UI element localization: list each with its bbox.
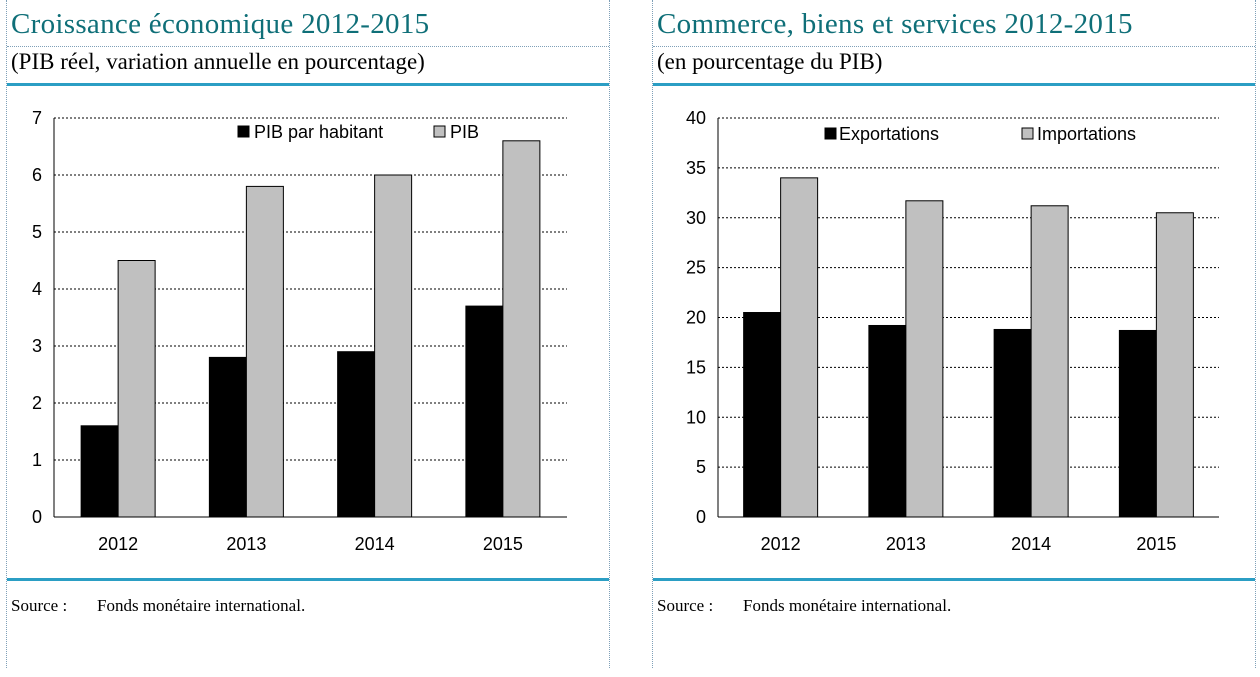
bottom-rule bbox=[7, 578, 609, 581]
bar-pib-par-habitant-2014 bbox=[337, 351, 376, 518]
x-tick-label: 2012 bbox=[761, 534, 801, 554]
legend-label: PIB par habitant bbox=[254, 122, 383, 142]
divider bbox=[653, 46, 1255, 47]
legend-swatch bbox=[237, 125, 250, 138]
bar-pib-2012 bbox=[117, 260, 156, 518]
bar-pib-2014 bbox=[374, 174, 413, 518]
chart-panel-trade: Commerce, biens et services 2012-2015 (e… bbox=[652, 0, 1256, 668]
y-tick-label: 20 bbox=[686, 308, 706, 328]
y-tick-label: 7 bbox=[32, 108, 42, 128]
source-text: Fonds monétaire international. bbox=[97, 596, 306, 615]
y-tick-label: 15 bbox=[686, 357, 706, 377]
chart-subtitle: (PIB réel, variation annuelle en pourcen… bbox=[11, 49, 425, 74]
y-tick-label: 3 bbox=[32, 336, 42, 356]
y-tick-label: 1 bbox=[32, 450, 42, 470]
bar-exportations-2012 bbox=[743, 312, 782, 518]
y-tick-label: 5 bbox=[32, 222, 42, 242]
x-tick-label: 2013 bbox=[226, 534, 266, 554]
legend-swatch bbox=[824, 127, 837, 140]
bar-chart-growth: 0 1 2 3 4 5 6 7 2012 2013 2014 2015 PIB par habitant… bbox=[32, 108, 567, 554]
divider bbox=[7, 46, 609, 47]
bar-pib-2015 bbox=[502, 140, 541, 518]
bar-exportations-2013 bbox=[868, 324, 907, 518]
bar-exportations-2015 bbox=[1118, 329, 1157, 518]
y-tick-label: 40 bbox=[686, 108, 706, 128]
y-tick-label: 2 bbox=[32, 393, 42, 413]
y-tick-label: 4 bbox=[32, 279, 42, 299]
x-tick-label: 2014 bbox=[355, 534, 395, 554]
source-text: Fonds monétaire international. bbox=[743, 596, 952, 615]
source-note: Source : Fonds monétaire international. bbox=[11, 596, 305, 616]
top-rule bbox=[7, 83, 609, 86]
chart-title: Croissance économique 2012-2015 bbox=[11, 8, 430, 40]
source-label: Source : bbox=[11, 596, 68, 615]
x-tick-label: 2015 bbox=[483, 534, 523, 554]
y-tick-label: 25 bbox=[686, 258, 706, 278]
legend-swatch bbox=[433, 125, 446, 138]
y-tick-label: 10 bbox=[686, 407, 706, 427]
bar-pib-par-habitant-2013 bbox=[208, 356, 247, 518]
top-rule bbox=[653, 83, 1255, 86]
chart-subtitle: (en pourcentage du PIB) bbox=[657, 49, 883, 74]
bar-exportations-2014 bbox=[993, 328, 1032, 518]
y-tick-label: 30 bbox=[686, 208, 706, 228]
x-tick-label: 2014 bbox=[1011, 534, 1051, 554]
y-tick-label: 5 bbox=[696, 457, 706, 477]
x-tick-label: 2013 bbox=[886, 534, 926, 554]
y-tick-label: 0 bbox=[696, 507, 706, 527]
bar-pib-par-habitant-2012 bbox=[80, 425, 119, 518]
bar-pib-par-habitant-2015 bbox=[465, 305, 504, 518]
chart-title: Commerce, biens et services 2012-2015 bbox=[657, 8, 1133, 40]
source-note: Source : Fonds monétaire international. bbox=[657, 596, 951, 616]
y-tick-label: 0 bbox=[32, 507, 42, 527]
y-tick-label: 35 bbox=[686, 158, 706, 178]
chart-panel-growth: Croissance économique 2012-2015 (PIB rée… bbox=[6, 0, 610, 668]
x-tick-label: 2015 bbox=[1136, 534, 1176, 554]
bar-importations-2014 bbox=[1030, 205, 1069, 518]
y-tick-label: 6 bbox=[32, 165, 42, 185]
legend-swatch bbox=[1021, 127, 1034, 140]
bottom-rule bbox=[653, 578, 1255, 581]
source-label: Source : bbox=[657, 596, 714, 615]
legend-label: PIB bbox=[450, 122, 479, 142]
x-tick-label: 2012 bbox=[98, 534, 138, 554]
legend-label: Exportations bbox=[839, 124, 939, 144]
bar-importations-2013 bbox=[905, 200, 944, 518]
bar-pib-2013 bbox=[245, 185, 284, 518]
bar-importations-2012 bbox=[780, 177, 819, 518]
bar-importations-2015 bbox=[1155, 212, 1194, 518]
legend-label: Importations bbox=[1037, 124, 1136, 144]
bar-chart-trade: 0 5 10 15 20 25 30 35 40 2012 2013 2014 2015 Exportat… bbox=[686, 108, 1219, 554]
